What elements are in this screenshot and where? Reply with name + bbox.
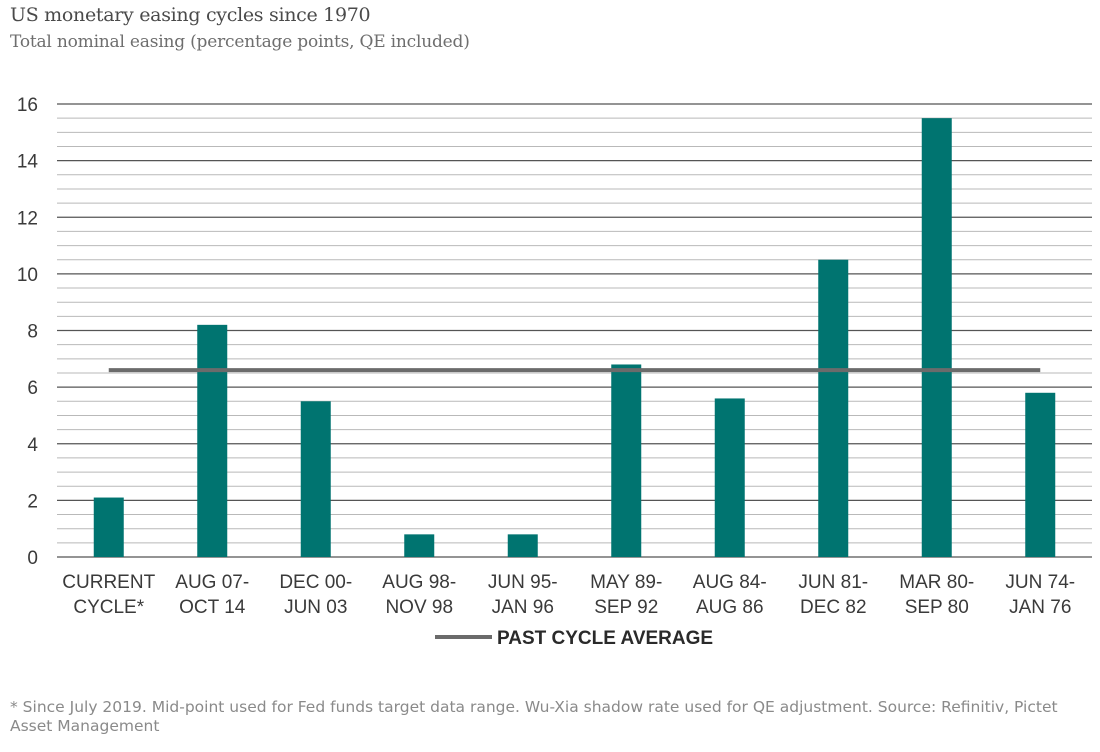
- bar: [1025, 392, 1056, 557]
- x-tick-label: DEC 82: [800, 597, 867, 618]
- x-tick-label: SEP 92: [594, 597, 658, 618]
- legend-label: PAST CYCLE AVERAGE: [497, 628, 713, 649]
- bar-chart: 0 2 4 6 8 10 12 14 16 CURRENT CYCLE* AUG 07- OCT 14 D…: [17, 95, 1092, 649]
- x-tick-label: MAY 89-: [590, 572, 662, 593]
- x-tick-label: AUG 07-: [175, 572, 249, 593]
- x-tick-label: NOV 98: [385, 597, 453, 618]
- x-tick-label: JUN 95-: [488, 572, 558, 593]
- bar: [818, 259, 849, 557]
- x-tick-label: AUG 98-: [382, 572, 456, 593]
- x-tick-label: CYCLE*: [73, 597, 144, 618]
- bar: [404, 534, 435, 557]
- chart-subtitle: Total nominal easing (percentage points,…: [10, 32, 470, 52]
- bar: [921, 118, 952, 557]
- y-tick-label: 12: [17, 208, 38, 229]
- bar: [197, 324, 228, 557]
- x-tick-label: JAN 76: [1009, 597, 1071, 618]
- bar: [714, 398, 745, 557]
- y-tick-label: 8: [27, 322, 38, 343]
- x-tick-label: JUN 74-: [1005, 572, 1075, 593]
- x-tick-label: JUN 81-: [798, 572, 868, 593]
- y-tick-label: 0: [27, 548, 38, 569]
- y-tick-label: 4: [27, 435, 38, 456]
- bar: [93, 497, 124, 557]
- y-tick-label: 6: [27, 378, 38, 399]
- y-tick-label: 14: [17, 152, 39, 173]
- chart-title: US monetary easing cycles since 1970: [10, 4, 371, 26]
- bar: [507, 534, 538, 557]
- x-tick-label: JAN 96: [492, 597, 554, 618]
- x-tick-label: DEC 00-: [279, 572, 352, 593]
- bar: [300, 401, 331, 557]
- y-tick-label: 16: [17, 95, 38, 116]
- x-tick-label: AUG 86: [696, 597, 764, 618]
- x-tick-label: JUN 03: [284, 597, 347, 618]
- x-tick-label: SEP 80: [905, 597, 969, 618]
- y-tick-label: 2: [27, 491, 38, 512]
- x-tick-label: MAR 80-: [899, 572, 974, 593]
- bar: [611, 364, 642, 557]
- y-tick-label: 10: [17, 265, 38, 286]
- x-tick-label: CURRENT: [62, 572, 155, 593]
- x-tick-label: AUG 84-: [693, 572, 767, 593]
- footnote: * Since July 2019. Mid-point used for Fe…: [10, 698, 1058, 735]
- x-tick-label: OCT 14: [179, 597, 246, 618]
